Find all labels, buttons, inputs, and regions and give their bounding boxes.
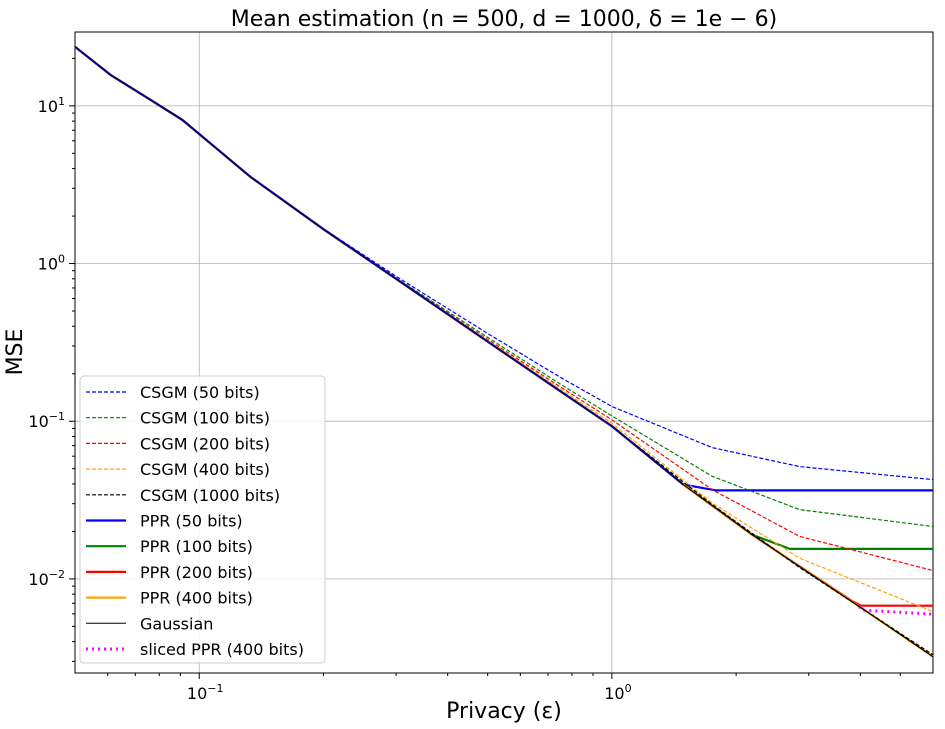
legend-label: PPR (100 bits): [140, 537, 253, 556]
legend-box: [79, 375, 326, 664]
y-tick-label: 10−2: [28, 568, 65, 589]
x-tick-label: 10−1: [187, 682, 224, 703]
series-line-sliced-ppr-400-bits: [858, 605, 934, 616]
chart-title: Mean estimation (n = 500, d = 1000, δ = …: [231, 7, 777, 32]
legend-label: PPR (200 bits): [140, 563, 253, 582]
legend-label: CSGM (400 bits): [140, 460, 270, 479]
legend: CSGM (50 bits) CSGM (100 bits) CSGM (200 b…: [79, 375, 326, 664]
y-tick-label: 101: [38, 95, 65, 116]
legend-label: CSGM (1000 bits): [140, 486, 280, 505]
series-line-ppr-50-overlay: [74, 45, 684, 486]
legend-label: PPR (400 bits): [140, 589, 253, 608]
series-group: [74, 45, 934, 658]
y-axis-label: MSE: [3, 329, 28, 376]
legend-label: CSGM (50 bits): [140, 383, 260, 402]
y-tick-label: 100: [38, 253, 65, 274]
legend-label: PPR (50 bits): [140, 512, 243, 531]
legend-label: CSGM (200 bits): [140, 434, 270, 453]
y-tick-label: 10−1: [28, 410, 65, 431]
plot-area-frame: [74, 31, 934, 674]
ticks: 10−1 100 101 100 10−1 10−2: [28, 57, 901, 703]
legend-label: sliced PPR (400 bits): [140, 640, 304, 659]
legend-label: Gaussian: [140, 614, 213, 633]
legend-label: CSGM (100 bits): [140, 409, 270, 428]
x-tick-label: 100: [604, 682, 631, 703]
x-axis-label: Privacy (ε): [446, 699, 562, 724]
